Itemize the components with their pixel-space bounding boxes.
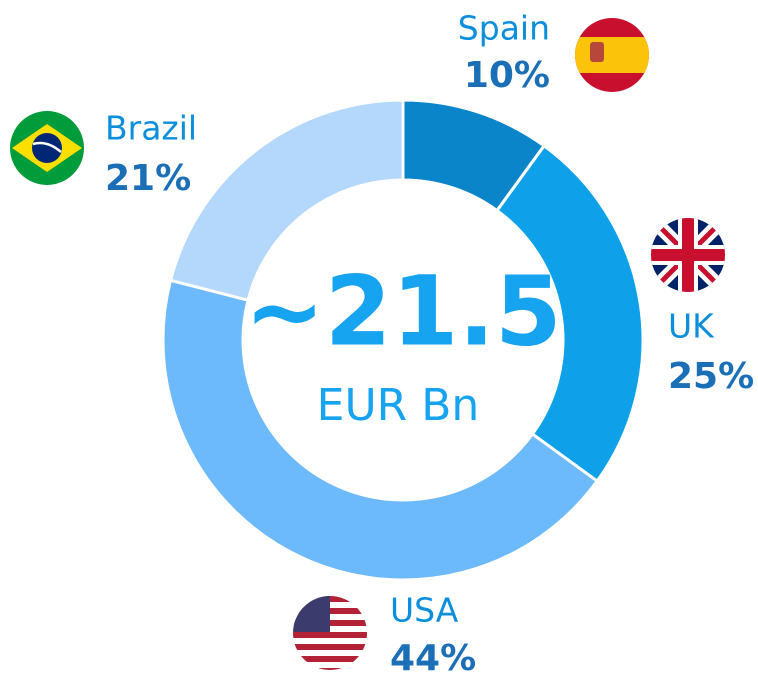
category-label: Brazil [105,109,197,148]
center-value: ~21.5 [244,255,561,367]
donut-segment [168,98,405,303]
center-unit: EUR Bn [317,380,480,431]
flag-uk [651,218,725,292]
value-label: 21% [105,158,191,199]
flag-spain [575,18,649,92]
value-label: 44% [390,638,476,677]
category-label: USA [390,591,459,630]
donut-segment [494,143,645,484]
category-label: Spain [458,9,550,48]
flag-brazil [10,111,84,185]
value-label: 10% [464,55,550,96]
category-label: UK [668,307,715,346]
flag-usa [293,596,367,670]
value-label: 25% [668,356,754,397]
donut-segment [161,278,600,582]
